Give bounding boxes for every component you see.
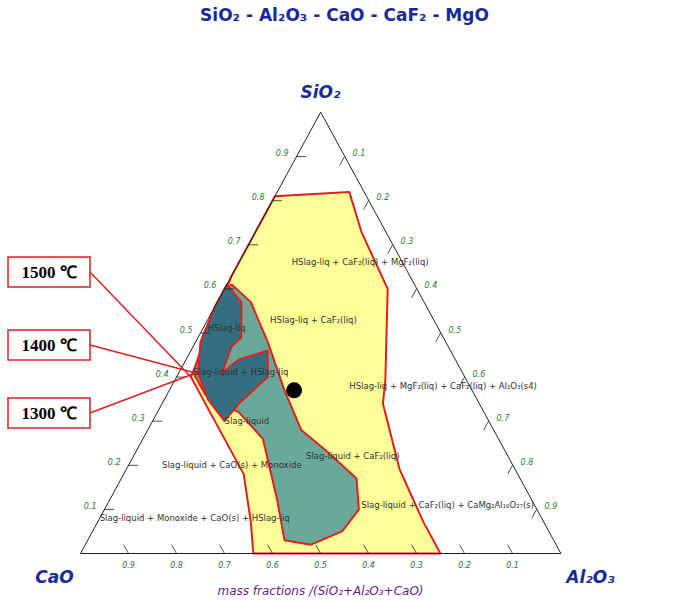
svg-text:0.9: 0.9 [545, 502, 558, 511]
svg-text:0.5: 0.5 [449, 326, 462, 335]
svg-text:Slag-liquid + CaF₂(liq) + CaMg: Slag-liquid + CaF₂(liq) + CaMg₂Al₁₆O₂₇(s… [361, 500, 534, 510]
svg-text:0.2: 0.2 [377, 193, 390, 202]
svg-text:0.1: 0.1 [353, 149, 366, 158]
svg-text:0.7: 0.7 [228, 237, 242, 246]
svg-text:0.6: 0.6 [204, 281, 217, 290]
svg-text:0.4: 0.4 [362, 561, 375, 570]
svg-text:0.8: 0.8 [252, 193, 265, 202]
svg-text:0.5: 0.5 [180, 326, 193, 335]
svg-text:0.6: 0.6 [473, 370, 486, 379]
html-text:SiO₂ - Al₂O₃ - CaO - CaF₂ - Mg: SiO₂ - Al₂O₃ - CaO - CaF₂ - MgO [200, 5, 489, 25]
svg-text:mass fractions /(SiO₂+Al₂O₃+Ca: mass fractions /(SiO₂+Al₂O₃+CaO) [217, 584, 423, 598]
svg-text:HSlag-liq + CaF₂(liq): HSlag-liq + CaF₂(liq) [270, 314, 357, 324]
svg-text:0.5: 0.5 [314, 561, 327, 570]
svg-text:0.3: 0.3 [132, 414, 145, 423]
svg-text:Al₂O₃: Al₂O₃ [564, 567, 615, 587]
svg-text:0.7: 0.7 [497, 414, 511, 423]
svg-text:0.3: 0.3 [410, 561, 423, 570]
svg-text:Slag-liquid + HSlag-liq: Slag-liquid + HSlag-liq [193, 367, 288, 377]
svg-text:0.8: 0.8 [170, 561, 183, 570]
svg-text:0.6: 0.6 [266, 561, 279, 570]
svg-text:0.4: 0.4 [425, 281, 438, 290]
svg-text:Slag-liquid + CaF₂(liq): Slag-liquid + CaF₂(liq) [306, 451, 399, 461]
svg-text:1500 ℃: 1500 ℃ [21, 263, 76, 282]
svg-text:0.2: 0.2 [108, 458, 121, 467]
svg-text:0.3: 0.3 [401, 237, 414, 246]
svg-text:HSlag-liq + MgF₂(liq) + CaF₂(l: HSlag-liq + MgF₂(liq) + CaF₂(liq) + Al₂O… [349, 381, 537, 391]
svg-text:0.4: 0.4 [156, 370, 169, 379]
svg-text:0.1: 0.1 [506, 561, 519, 570]
svg-text:HSlag-liq: HSlag-liq [208, 323, 246, 333]
svg-text:Slag-liquid: Slag-liquid [225, 416, 270, 426]
svg-text:0.7: 0.7 [218, 561, 232, 570]
svg-text:0.9: 0.9 [276, 149, 289, 158]
svg-text:0.1: 0.1 [84, 502, 97, 511]
svg-text:HSlag-liq + CaF₂(liq) + MgF₂(l: HSlag-liq + CaF₂(liq) + MgF₂(liq) [292, 257, 429, 267]
svg-text:0.9: 0.9 [122, 561, 135, 570]
svg-text:SiO₂: SiO₂ [301, 82, 342, 102]
svg-text:CaO: CaO [35, 567, 73, 587]
svg-text:1400 ℃: 1400 ℃ [21, 336, 76, 355]
svg-text:Slag-liquid + CaO(s) + Monoxid: Slag-liquid + CaO(s) + Monoxide [162, 460, 302, 470]
svg-text:0.8: 0.8 [521, 458, 534, 467]
svg-text:1300 ℃: 1300 ℃ [21, 404, 76, 423]
svg-text:Slag-liquid + Monoxide + CaO(s: Slag-liquid + Monoxide + CaO(s) + HSlag-… [100, 513, 290, 523]
svg-text:0.2: 0.2 [458, 561, 471, 570]
